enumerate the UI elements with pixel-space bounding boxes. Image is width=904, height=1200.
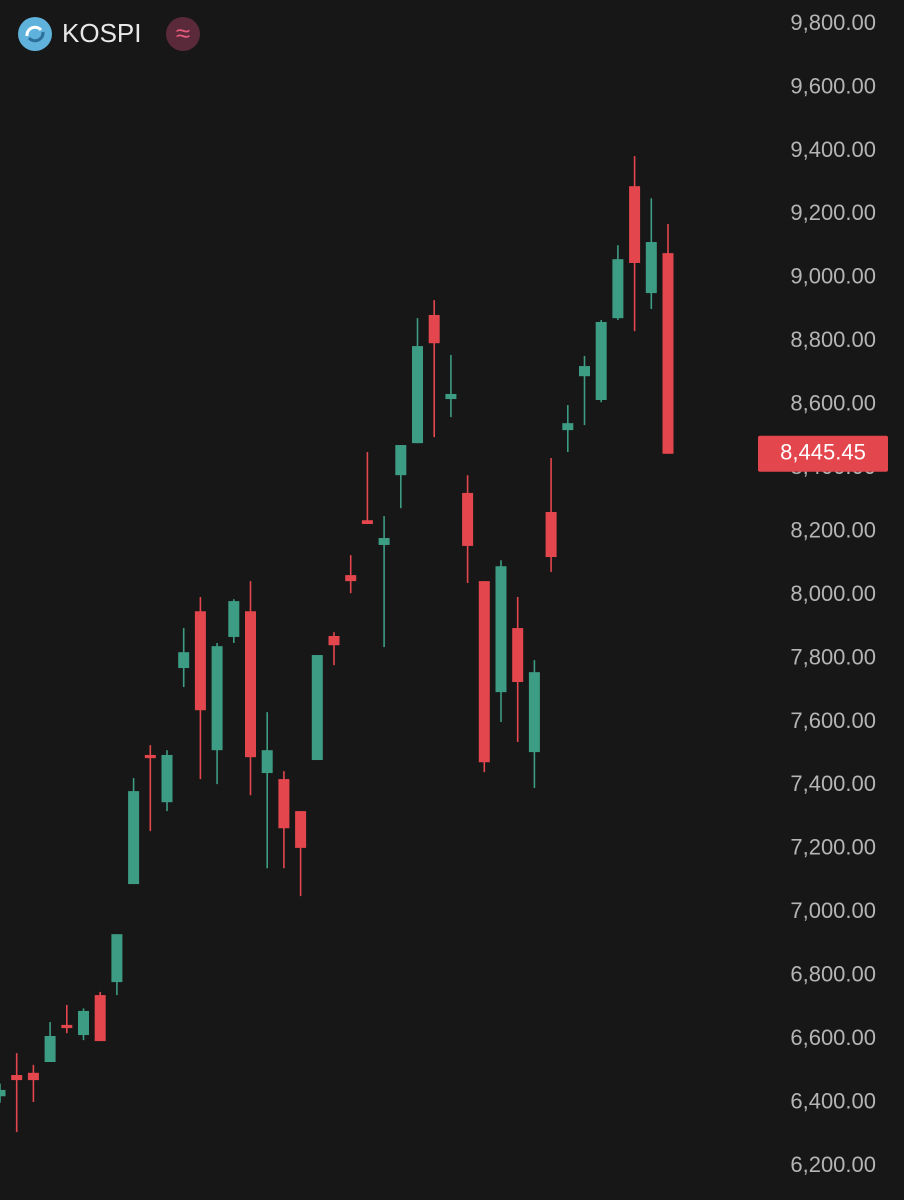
candle-body — [378, 537, 390, 545]
y-tick-label: 6,400.00 — [790, 1088, 876, 1113]
candle-body — [78, 1010, 89, 1036]
candle-body — [228, 601, 240, 637]
badge: ≈ — [176, 18, 190, 48]
candle-body — [545, 511, 557, 558]
candle-body — [445, 393, 457, 400]
y-tick-label: 7,800.00 — [790, 644, 876, 669]
candle-body — [462, 492, 474, 546]
candle-body — [144, 754, 156, 759]
candle-body — [27, 1072, 39, 1081]
candle-body — [261, 750, 273, 774]
candle-body — [178, 652, 190, 669]
y-tick-label: 7,000.00 — [790, 898, 876, 923]
candle-body — [528, 672, 540, 753]
candle-body — [295, 811, 307, 848]
candle-body — [61, 1024, 73, 1029]
candle-body — [645, 242, 657, 294]
candle-body — [328, 636, 340, 646]
candle-body — [512, 628, 524, 682]
candle-body — [245, 611, 256, 758]
y-tick-label: 8,200.00 — [790, 517, 876, 542]
y-tick-label: 7,200.00 — [790, 835, 876, 860]
candle-body — [478, 581, 490, 763]
candle-body — [361, 520, 373, 525]
candle-body — [11, 1075, 23, 1081]
candle-body — [161, 754, 173, 803]
y-tick-label: 9,400.00 — [790, 137, 876, 162]
candle-body — [345, 575, 357, 582]
y-tick-label: 6,800.00 — [790, 962, 876, 987]
candle-body — [44, 1036, 56, 1063]
candle-body — [629, 186, 641, 263]
last-price-label: 8,445.45 — [780, 440, 866, 465]
y-tick-label: 8,000.00 — [790, 581, 876, 606]
y-tick-label: 9,200.00 — [790, 200, 876, 225]
candle-body — [395, 445, 407, 476]
candle-body — [595, 321, 607, 400]
candle-body — [662, 253, 674, 454]
candle-body — [311, 655, 323, 761]
y-tick-label: 9,000.00 — [790, 264, 876, 289]
candle-body — [194, 611, 206, 711]
candle-body — [278, 779, 290, 829]
symbol-title: KOSPI — [62, 18, 141, 48]
y-tick-label: 7,400.00 — [790, 771, 876, 796]
y-tick-label: 6,200.00 — [790, 1152, 876, 1177]
candle-body — [128, 791, 140, 885]
candle-body — [111, 934, 123, 983]
symbol-logo — [18, 17, 52, 51]
candle-body — [579, 366, 590, 377]
candle-body — [94, 995, 106, 1042]
candle-body — [495, 566, 507, 693]
y-tick-label: 8,800.00 — [790, 327, 876, 352]
candle-body — [612, 259, 624, 319]
candle-body — [428, 314, 440, 344]
y-tick-label: 8,600.00 — [790, 391, 876, 416]
badge-bg — [166, 17, 200, 51]
last-price-box — [758, 435, 888, 472]
candle-body — [0, 1089, 6, 1097]
y-tick-label: 9,600.00 — [790, 73, 876, 98]
candle-body — [562, 423, 574, 431]
y-tick-label: 6,600.00 — [790, 1025, 876, 1050]
y-tick-label: 9,800.00 — [790, 10, 876, 35]
y-tick-label: 7,600.00 — [790, 708, 876, 733]
candle-body — [211, 646, 223, 751]
candle-body — [412, 346, 423, 444]
